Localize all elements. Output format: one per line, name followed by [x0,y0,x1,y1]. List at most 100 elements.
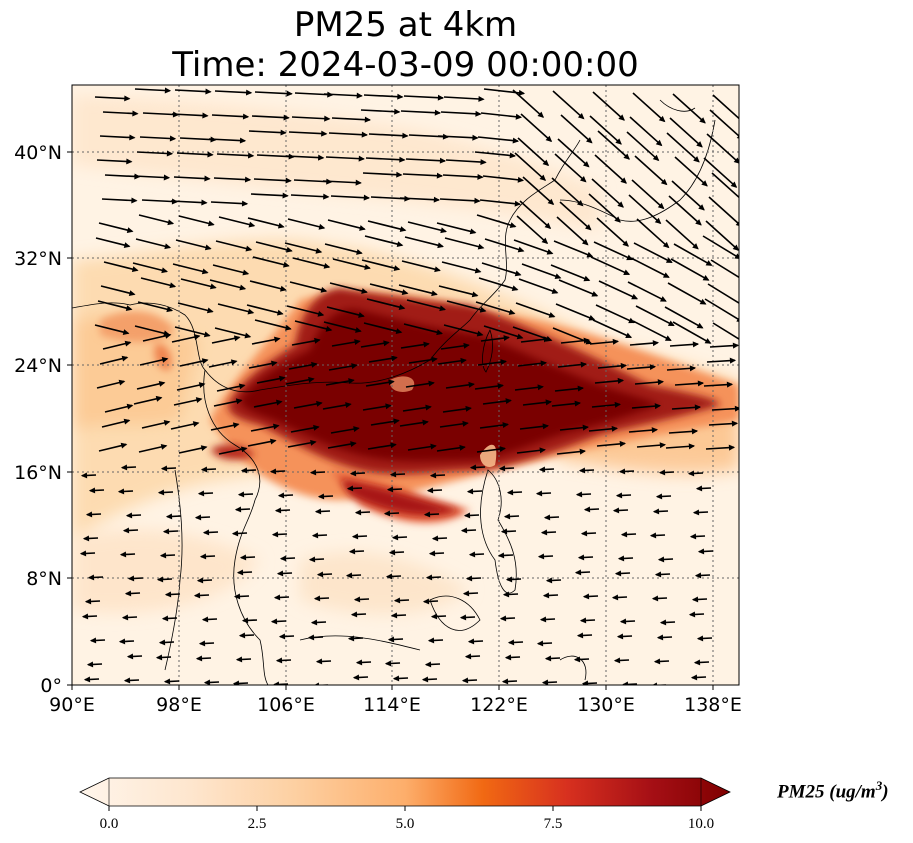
wind-arrowhead [163,678,171,685]
wind-arrowhead [230,359,238,366]
wind-arrowhead [582,161,590,168]
wind-arrowhead [431,535,439,542]
wind-arrowhead [81,613,89,620]
wind-arrowhead [705,260,713,266]
wind-arrowhead [433,196,441,203]
wind-arrowhead [282,192,289,199]
wind-arrow [588,193,621,223]
wind-arrowhead [611,594,619,601]
wind-arrowhead [431,290,438,297]
wind-arrowhead [163,419,171,426]
colorbar-tick-label: 7.5 [543,816,563,832]
wind-arrowhead [200,466,208,473]
wind-arrowhead [659,296,667,302]
wind-arrowhead [667,320,675,326]
wind-arrowhead [545,577,553,584]
wind-arrowhead [87,574,95,581]
colorbar-gradient [79,777,731,807]
wind-arrow [212,264,249,275]
wind-arrowhead [353,596,361,603]
wind-arrow [479,199,520,206]
colorbar-label: PM25 (ug/m3) [777,778,889,803]
wind-arrowhead [278,633,286,640]
wind-arrow [437,135,478,139]
wind-arrowhead [741,120,746,125]
x-tick-label: 122°E [470,694,528,716]
wind-arrowhead [247,152,255,159]
wind-arrowhead [118,379,126,386]
wind-arrowhead [696,141,703,148]
wind-arrow [668,195,702,226]
wind-arrow [254,319,291,330]
wind-arrowhead [623,153,630,160]
wind-arrowhead [580,530,588,537]
colorbar-tick-label: 10.0 [687,816,715,832]
wind-arrowhead [614,401,622,408]
wind-arrow [594,154,627,184]
wind-arrow [133,175,169,179]
wind-arrowhead [192,421,200,427]
wind-arrow [103,261,138,272]
wind-arrowhead [425,404,432,411]
wind-arrow [443,96,484,101]
wind-arrow [553,240,593,258]
wind-arrowhead [582,593,590,600]
wind-arrow [135,238,171,249]
wind-arrow [589,115,622,145]
wind-arrowhead [657,556,665,563]
wind-arrow [213,177,251,181]
wind-arrowhead [688,443,696,450]
wind-arrow [483,88,525,95]
wind-arrowhead [474,267,482,274]
wind-arrow [284,242,322,253]
wind-arrow [590,256,630,276]
wind-arrowhead [543,336,550,343]
wind-arrow [400,110,440,114]
wind-arrowhead [325,325,333,332]
wind-arrow [94,96,130,100]
wind-arrowhead [345,572,353,579]
wind-arrow [674,156,708,187]
wind-arrow [99,135,135,139]
wind-arrowhead [276,399,283,406]
wind-arrowhead [729,357,737,364]
wind-arrowhead [477,243,485,250]
wind-arrow [444,237,484,249]
y-tick-label: 8°N [26,568,62,590]
wind-arrowhead [163,174,171,181]
wind-arrowhead [318,223,326,230]
wind-arrow [331,117,370,121]
wind-arrowhead [392,675,400,682]
wind-arrowhead [517,176,525,183]
wind-arrowhead [543,514,551,521]
wind-arrowhead [364,264,371,270]
wind-arrowhead [285,324,292,331]
wind-arrow [98,222,133,233]
wind-arrowhead [239,137,247,144]
wind-arrowhead [726,381,734,388]
wind-arrow [664,306,703,329]
wind-arrowhead [516,333,524,340]
wind-arrow [97,300,132,311]
wind-arrowhead [320,286,328,293]
colorbar-tick-label: 5.0 [395,816,415,832]
wind-arrow [139,136,176,140]
wind-arrow [405,158,445,162]
wind-arrowhead [509,222,517,228]
wind-arrowhead [664,335,672,341]
wind-arrowhead [245,245,253,252]
wind-arrowhead [386,486,394,493]
wind-arrowhead [162,528,170,535]
wind-arrow [294,320,332,331]
wind-arrow [172,263,208,274]
wind-arrow [592,91,625,121]
wind-arrow [248,130,286,134]
wind-arrowhead [156,576,164,583]
wind-arrowhead [653,658,661,665]
wind-arrowhead [126,403,134,410]
wind-arrowhead [317,493,325,500]
wind-arrow [324,243,362,254]
wind-arrowhead [497,552,505,559]
wind-arrowhead [696,635,704,642]
wind-arrowhead [122,329,130,335]
